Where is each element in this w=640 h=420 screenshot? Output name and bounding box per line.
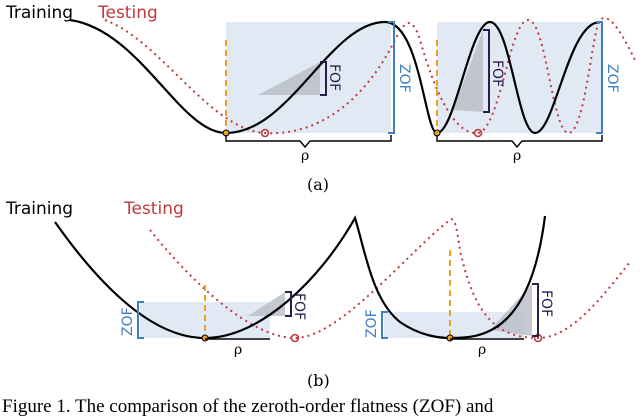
zof-label-a2: ZOF xyxy=(604,64,620,93)
panel-a: Training Testing FOF ZOF FOF ZOF ρ ρ (a) xyxy=(5,3,636,194)
neighborhood-region-2 xyxy=(437,22,602,133)
rho-label-a1: ρ xyxy=(301,148,309,164)
zof-label-b2: ZOF xyxy=(364,309,380,338)
fof-wedge-2 xyxy=(453,30,483,112)
sublabel-a: (a) xyxy=(307,175,329,194)
zof-label-a1: ZOF xyxy=(396,64,412,93)
sublabel-b: (b) xyxy=(307,371,330,390)
panel-b: Training Testing ZOF FOF ZOF FOF ρ ρ (b) xyxy=(5,199,631,390)
fof-bracket-b1 xyxy=(285,291,292,317)
testing-curve-a xyxy=(104,17,636,135)
training-label-a: Training xyxy=(5,3,73,23)
zof-bracket-a2 xyxy=(596,21,603,134)
test-min-point-1 xyxy=(260,128,270,138)
testing-curve-b xyxy=(149,218,631,340)
fof-wedge-1 xyxy=(258,62,320,95)
fof-bracket-a2 xyxy=(483,29,490,113)
training-label-b: Training xyxy=(5,199,73,219)
rho-brace-a1 xyxy=(225,135,392,149)
training-curve-a xyxy=(69,18,601,135)
train-min-point-b1 xyxy=(201,334,209,342)
zof-label-b1: ZOF xyxy=(120,307,136,336)
rho-brace-a2 xyxy=(436,135,603,149)
fof-label-b2: FOF xyxy=(538,290,554,317)
zof-bracket-b1 xyxy=(137,301,144,339)
testing-label-a: Testing xyxy=(97,3,158,23)
test-min-point-b1 xyxy=(290,333,300,343)
figure-caption: Figure 1. The comparison of the zeroth-o… xyxy=(2,396,494,417)
testing-label-b: Testing xyxy=(123,199,184,219)
fof-label-a2: FOF xyxy=(489,60,505,87)
fof-bracket-b2 xyxy=(532,283,539,337)
fof-label-b1: FOF xyxy=(291,293,307,320)
rho-label-b1: ρ xyxy=(234,342,242,358)
zof-bracket-b2 xyxy=(381,311,388,339)
training-curve-b xyxy=(54,215,547,340)
rho-label-b2: ρ xyxy=(478,342,486,358)
train-min-point-b2 xyxy=(446,334,454,342)
fof-bracket-a1 xyxy=(320,61,327,96)
rho-label-a2: ρ xyxy=(513,148,521,164)
fof-label-a1: FOF xyxy=(326,64,342,91)
test-min-point-2 xyxy=(473,128,483,138)
zof-bracket-a1 xyxy=(388,21,395,134)
